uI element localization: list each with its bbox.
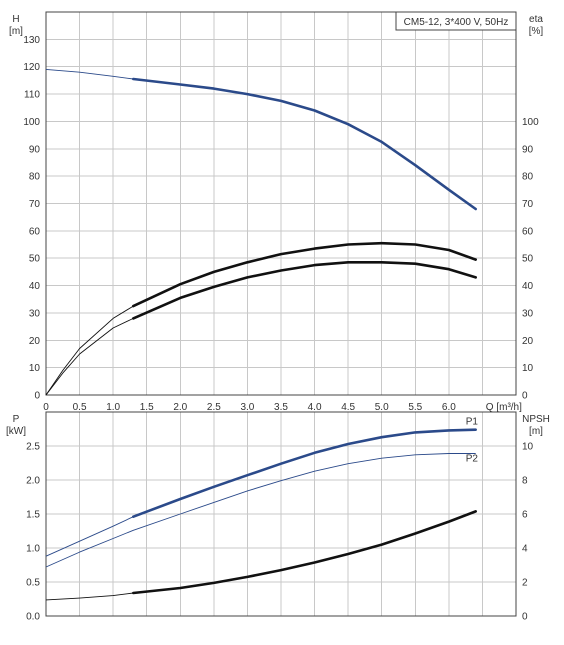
y-tick-label-right: 60 [522,226,534,237]
y-tick-label-left: 0.0 [26,612,40,623]
y-axis-title-left: P [13,414,20,425]
y-tick-label-right: 10 [522,442,534,453]
y-tick-label-right: 6 [522,510,528,521]
series-label: P2 [466,453,479,464]
curve-operating-range-0-0 [132,77,478,211]
y-tick-label-left: 30 [29,308,41,319]
y-tick-label-left: 10 [29,363,41,374]
curve-operating-range-0-1 [132,241,478,308]
y-tick-label-left: 110 [24,90,40,101]
y-tick-label-right: 90 [522,144,534,155]
y-tick-label-right: 70 [522,199,534,210]
x-tick-label: 2.0 [173,402,187,413]
x-tick-label: 1.5 [140,402,154,413]
y-tick-label-left: 0 [34,391,40,402]
plot-frame [45,411,517,617]
y-tick-label-left: 1.0 [26,544,40,555]
y-tick-label-left: 20 [29,336,41,347]
y-tick-label-left: 1.5 [26,510,40,521]
x-tick-label: Q [m³/h] [486,402,522,413]
x-tick-label: 3.0 [240,402,254,413]
y-axis-title-left: H [12,14,19,25]
y-tick-label-right: 80 [522,172,534,183]
y-axis-title-right: [m] [529,426,543,437]
y-tick-label-left: 2.5 [26,442,40,453]
y-tick-label-left: 100 [23,117,40,128]
y-tick-label-left: 50 [29,254,41,265]
x-tick-label: 0 [43,402,49,413]
y-tick-label-left: 40 [29,281,41,292]
x-tick-label: 4.0 [308,402,322,413]
y-tick-label-left: 130 [23,35,40,46]
y-tick-label-left: 2.0 [26,476,40,487]
y-tick-label-right: 4 [522,544,528,555]
series-label: P1 [466,417,479,428]
y-axis-title-right: NPSH [522,414,550,425]
x-tick-label: 4.5 [341,402,355,413]
y-tick-label-right: 0 [522,612,528,623]
y-axis-title-right: [%] [529,26,544,37]
y-tick-label-left: 70 [29,199,41,210]
y-tick-label-left: 120 [23,62,40,73]
x-tick-label: 2.5 [207,402,221,413]
chart-title-box [395,11,517,31]
y-tick-label-left: 0.5 [26,578,40,589]
curve-operating-range-0-2 [132,260,478,320]
x-tick-label: 5.0 [375,402,389,413]
curve-1-1 [45,453,476,568]
y-axis-title-left: [kW] [6,426,26,437]
y-tick-label-right: 40 [522,281,534,292]
y-tick-label-right: 0 [522,391,528,402]
y-axis-title-right: eta [529,14,543,25]
y-tick-label-left: 90 [29,144,41,155]
y-tick-label-left: 60 [29,226,41,237]
y-tick-label-right: 100 [522,117,539,128]
chart-title: CM5-12, 3*400 V, 50Hz [404,17,509,28]
y-tick-label-left: 80 [29,172,41,183]
x-tick-label: 6.0 [442,402,456,413]
curve-operating-range-1-2 [132,510,478,595]
y-tick-label-right: 50 [522,254,534,265]
y-tick-label-right: 10 [522,363,534,374]
y-tick-label-right: 2 [522,578,528,589]
x-tick-label: 3.5 [274,402,288,413]
y-tick-label-right: 30 [522,308,534,319]
y-tick-label-right: 8 [522,476,528,487]
curve-operating-range-1-0 [132,428,478,519]
x-tick-label: 0.5 [73,402,87,413]
y-tick-label-right: 20 [522,336,534,347]
x-tick-label: 1.0 [106,402,120,413]
plot-frame [45,11,517,396]
x-tick-label: 5.5 [408,402,422,413]
y-axis-title-left: [m] [9,26,23,37]
